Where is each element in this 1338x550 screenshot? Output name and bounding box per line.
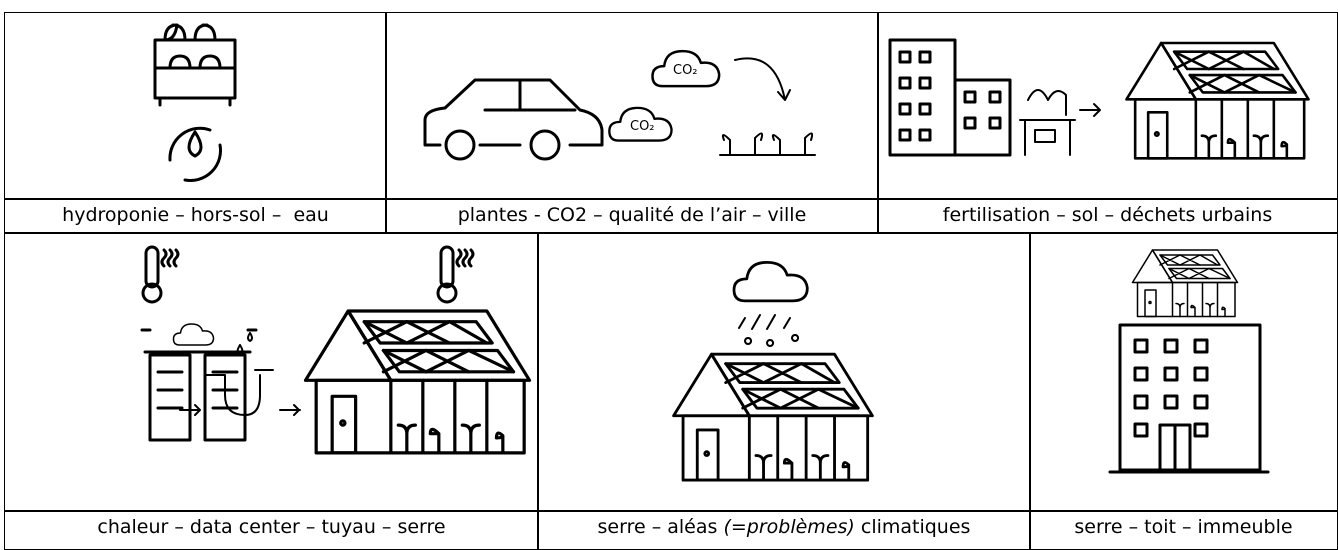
page: hydroponie – hors-sol – eau plantes - CO… — [0, 0, 1338, 546]
co2-label: CO₂ — [630, 119, 655, 134]
co2-label: CO₂ — [673, 63, 698, 78]
icons: CO₂ CO₂ — [0, 0, 1338, 546]
